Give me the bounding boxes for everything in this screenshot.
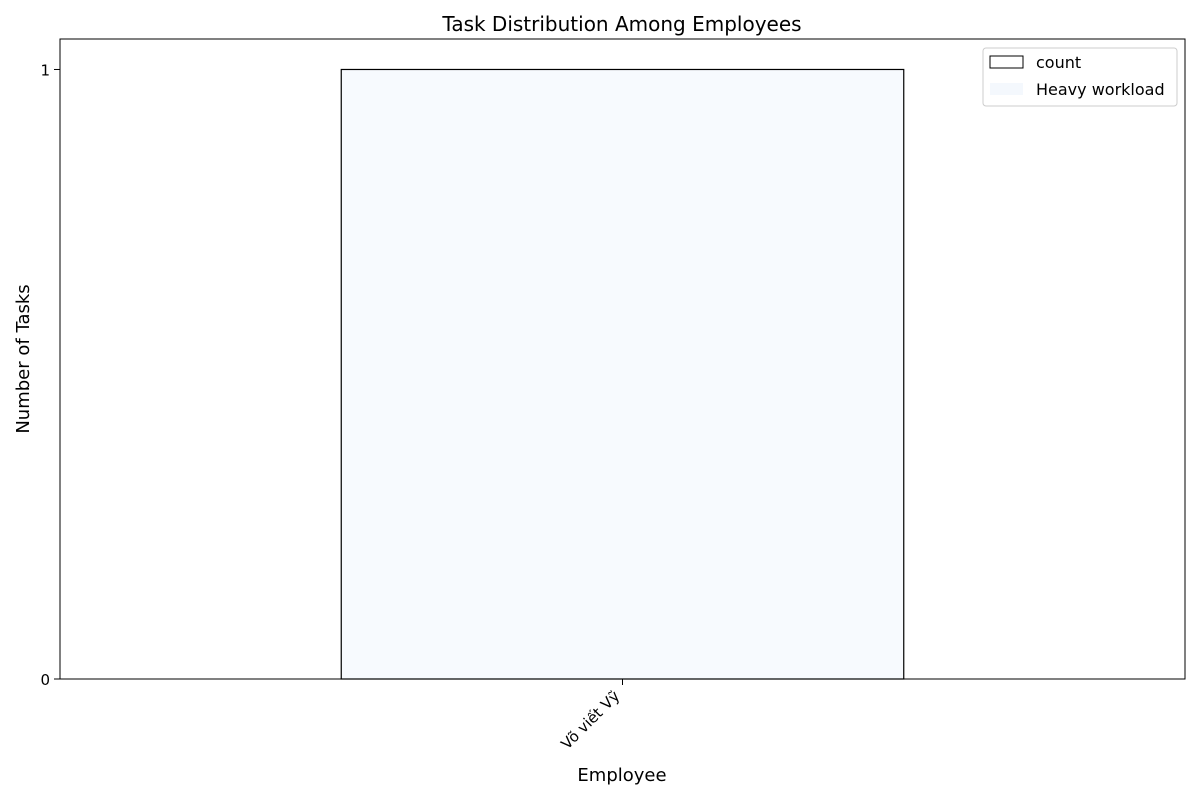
y-axis-ticks: 01: [40, 61, 60, 689]
legend: count Heavy workload: [982, 47, 1178, 107]
y-tick-label-0: 0: [40, 671, 50, 689]
y-axis-label: Number of Tasks: [13, 284, 34, 433]
bars-layer: [340, 68, 905, 680]
y-tick-label-1: 1: [40, 61, 50, 79]
bar-0: [340, 68, 905, 680]
legend-label-count: count: [1036, 53, 1081, 72]
x-axis-label: Employee: [577, 765, 666, 786]
chart-title: Task Distribution Among Employees: [441, 12, 801, 36]
legend-box: [982, 47, 1178, 107]
legend-swatch-heavy-workload: [990, 83, 1023, 95]
legend-swatch-count: [989, 55, 1024, 69]
legend-label-heavy-workload: Heavy workload: [1036, 80, 1165, 99]
